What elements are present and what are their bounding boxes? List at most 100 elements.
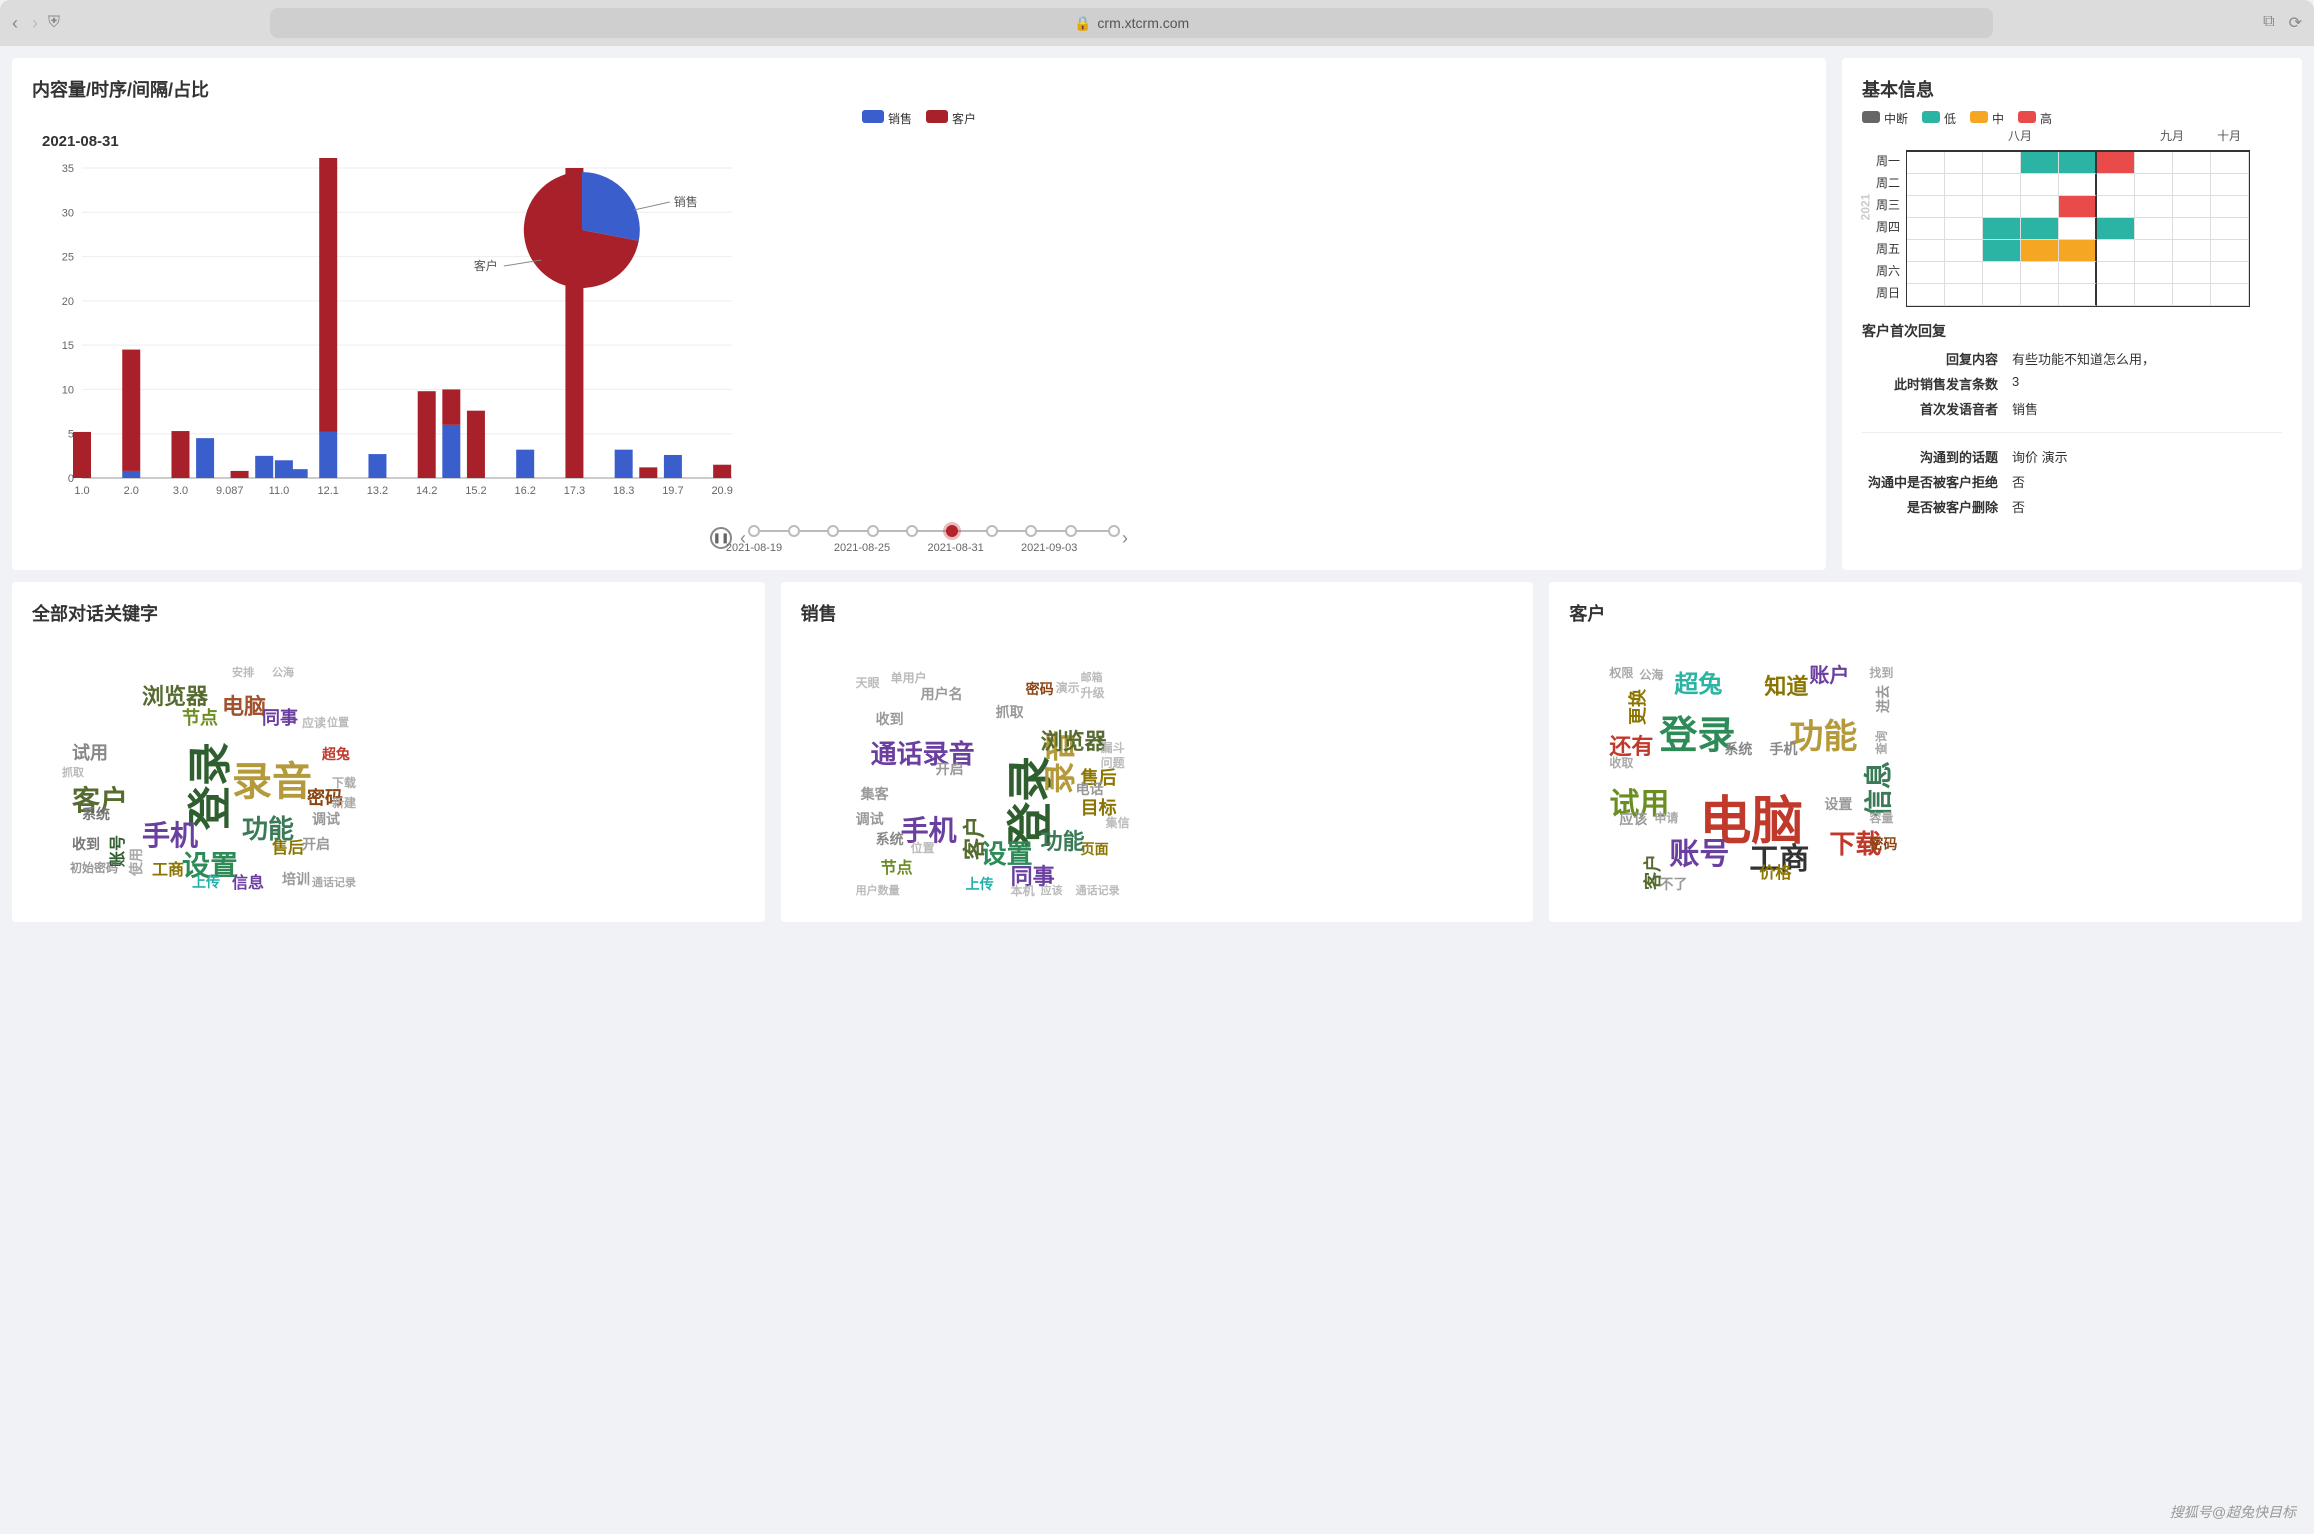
calendar-cell[interactable] [2021,240,2059,262]
calendar-cell[interactable] [1983,218,2021,240]
calendar-cell[interactable] [2021,196,2059,218]
cloud-word: 位置 [911,839,935,856]
kv-value: 否 [2012,497,2282,516]
calendar-cell[interactable] [2173,284,2211,306]
timeline-next[interactable]: › [1122,528,1128,549]
calendar-cell[interactable] [1983,196,2021,218]
timeline-dot[interactable] [1065,525,1077,537]
calendar-cell[interactable] [2135,240,2173,262]
timeline-dot[interactable] [867,525,879,537]
cloud-word: 上传 [966,874,994,894]
wordcloud-card: 全部对话关键字登录录音客户手机功能设置电脑浏览器节点同事试用系统密码调试售后开启… [12,582,765,922]
calendar-cell[interactable] [2173,152,2211,174]
calendar-cell[interactable] [2097,174,2135,196]
calendar-cell[interactable] [2211,218,2249,240]
timeline-dot[interactable] [827,525,839,537]
cloud-word: 用户名 [921,684,963,704]
url-bar[interactable]: 🔒 crm.xtcrm.com [270,8,1993,38]
timeline-dot[interactable] [788,525,800,537]
calendar-cell[interactable] [1983,262,2021,284]
calendar-cell[interactable] [2059,174,2097,196]
calendar-cell[interactable] [1907,240,1945,262]
calendar-cell[interactable] [2173,240,2211,262]
cloud-word: 收到 [72,834,100,854]
calendar-cell[interactable] [2211,262,2249,284]
tabs-icon[interactable]: ⧉ [2263,13,2274,33]
calendar-cell[interactable] [2135,218,2173,240]
calendar-cell[interactable] [2135,262,2173,284]
info-legend: 中断低中高 [1862,110,2282,127]
timeline-dot[interactable] [1025,525,1037,537]
calendar-cell[interactable] [1945,284,1983,306]
calendar-cell[interactable] [2059,262,2097,284]
calendar-cell[interactable] [2135,152,2173,174]
calendar-cell[interactable] [2173,218,2211,240]
calendar-cell[interactable] [2097,196,2135,218]
calendar-cell[interactable] [2021,284,2059,306]
back-button[interactable]: ‹ [12,13,18,34]
calendar-cell[interactable] [2211,284,2249,306]
calendar-cell[interactable] [2211,240,2249,262]
calendar-cell[interactable] [1945,152,1983,174]
cloud-word: 使用 [126,848,146,876]
timeline-track[interactable]: 2021-08-192021-08-252021-08-312021-09-03 [754,524,1114,552]
calendar-cell[interactable] [2173,196,2211,218]
calendar-cell[interactable] [2021,262,2059,284]
calendar-cell[interactable] [2135,284,2173,306]
calendar-cell[interactable] [1945,262,1983,284]
shield-icon[interactable]: ⛨ [48,14,60,32]
calendar-cell[interactable] [1907,152,1945,174]
timeline[interactable]: ❚❚ ‹ 2021-08-192021-08-252021-08-312021-… [32,524,1806,552]
calendar-cell[interactable] [2173,174,2211,196]
calendar-cell[interactable] [1945,174,1983,196]
cloud-word: 查询 [1873,730,1890,754]
timeline-dot[interactable] [986,525,998,537]
calendar-cell[interactable] [1945,240,1983,262]
calendar-cell[interactable] [2211,152,2249,174]
timeline-dot[interactable] [748,525,760,537]
calendar-cell[interactable] [1945,196,1983,218]
calendar-cell[interactable] [2021,174,2059,196]
kv-value: 询价 演示 [2012,447,2282,466]
wordcloud-title: 销售 [801,600,1514,626]
calendar-cell[interactable] [2059,218,2097,240]
calendar-year-label: 2021 [1858,194,1872,221]
calendar-cell[interactable] [2211,196,2249,218]
calendar-cell[interactable] [1945,218,1983,240]
calendar-cell[interactable] [1907,174,1945,196]
calendar-cell[interactable] [2135,174,2173,196]
forward-button[interactable]: › [32,13,38,34]
calendar-cell[interactable] [1983,174,2021,196]
cloud-word: 开启 [936,759,964,779]
legend-label-sales: 销售 [888,112,912,126]
calendar-cell[interactable] [2097,152,2135,174]
calendar-cell[interactable] [2097,240,2135,262]
reload-icon[interactable]: ⟳ [2289,13,2302,33]
calendar-cell[interactable] [1983,152,2021,174]
legend-label: 中 [1992,112,2004,126]
calendar-cell[interactable] [2021,218,2059,240]
calendar-cell[interactable] [2211,174,2249,196]
calendar-cell[interactable] [2097,262,2135,284]
calendar-cell[interactable] [1907,218,1945,240]
timeline-dot[interactable] [906,525,918,537]
calendar-cell[interactable] [1983,240,2021,262]
timeline-dot[interactable] [1108,525,1120,537]
calendar-cell[interactable] [2059,284,2097,306]
calendar-cell[interactable] [1907,196,1945,218]
calendar-cell[interactable] [2059,240,2097,262]
calendar-cell[interactable] [1907,262,1945,284]
calendar-cell[interactable] [1983,284,2021,306]
month-label: 九月 [2134,127,2210,144]
calendar-cell[interactable] [2097,218,2135,240]
calendar-cell[interactable] [2021,152,2059,174]
calendar-cell[interactable] [1907,284,1945,306]
calendar-cell[interactable] [2173,262,2211,284]
calendar-cell[interactable] [2097,284,2135,306]
calendar-cell[interactable] [2059,152,2097,174]
cloud-word: 功能 [1789,709,1857,758]
calendar-cell[interactable] [2059,196,2097,218]
calendar-cell[interactable] [2135,196,2173,218]
svg-text:14.2: 14.2 [416,485,437,497]
timeline-dot[interactable] [946,525,958,537]
